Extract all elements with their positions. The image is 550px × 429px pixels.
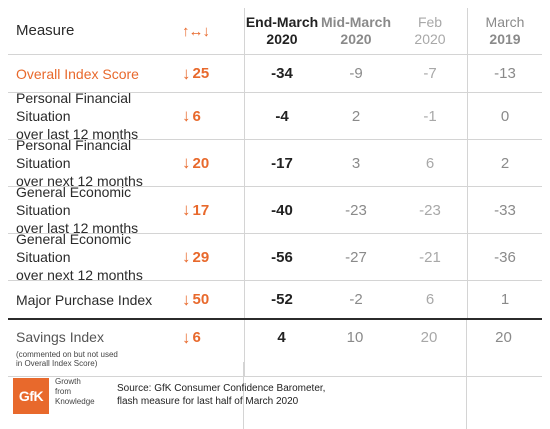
arrow-down-icon: ↓ — [182, 289, 191, 309]
row-change: ↓ 17 — [182, 200, 210, 219]
header-measure: Measure — [16, 22, 75, 39]
row-measure: Major Purchase Index — [16, 291, 153, 308]
row-end-march: -40 — [244, 187, 319, 233]
row-change: ↓ 25 — [182, 63, 210, 83]
source-note: Source: GfK Consumer Confidence Baromete… — [117, 383, 326, 407]
row-end-march: 4 — [244, 320, 318, 376]
arrow-down-icon: ↓ — [182, 247, 191, 266]
row-march-2019: -33 — [467, 187, 542, 233]
row-change: ↓ 29 — [182, 247, 210, 266]
table-row: Personal Financial Situation over last 12… — [8, 90, 542, 142]
row-mid-march: -23 — [345, 201, 367, 219]
savings-note: (commented on but not used in Overall Ind… — [16, 350, 118, 368]
row-feb: 6 — [425, 291, 435, 308]
row-change: ↓ 20 — [182, 153, 210, 172]
row-march-2019: 1 — [467, 281, 542, 318]
table-row: Overall Index Score ↓ 25 -34 -9 -7 -13 — [8, 55, 542, 93]
header-feb: Feb 2020 — [414, 14, 446, 47]
arrow-down-icon: ↓ — [182, 200, 191, 219]
header-mid-march: Mid-March 2020 — [321, 14, 391, 47]
row-end-march: -56 — [244, 234, 319, 280]
row-change: ↓ 6 — [182, 106, 201, 125]
row-feb: 6 — [425, 154, 435, 172]
header-end-march: End-March 2020 — [244, 8, 319, 54]
row-feb: -21 — [419, 248, 441, 266]
row-march-2019: 0 — [467, 93, 542, 139]
row-measure: General Economic Situation over next 12 m… — [16, 231, 143, 283]
column-divider — [466, 362, 467, 429]
row-feb: -1 — [423, 107, 437, 125]
arrow-down-icon: ↓ — [182, 153, 191, 172]
row-change: ↓ 6 — [182, 327, 201, 347]
arrow-down-icon: ↓ — [182, 327, 191, 347]
table-row: Major Purchase Index ↓ 50 -52 -2 6 1 — [8, 281, 542, 320]
row-measure: Overall Index Score — [16, 65, 139, 82]
row-march-2019: -13 — [467, 55, 542, 92]
row-end-march: -52 — [244, 281, 319, 318]
row-mid-march: -9 — [349, 65, 363, 82]
change-arrows-icon: ↑↔↓ — [182, 22, 210, 40]
row-march-2019: 20 — [466, 320, 540, 376]
table-header: Measure ↑↔↓ End-March 2020 Mid-March 2020 … — [8, 8, 542, 55]
row-mid-march: -2 — [349, 291, 363, 308]
row-measure: General Economic Situation over last 12 m… — [16, 184, 139, 236]
confidence-table: Measure ↑↔↓ End-March 2020 Mid-March 2020 … — [8, 8, 542, 377]
row-mid-march: -27 — [345, 248, 367, 266]
row-march-2019: 2 — [467, 140, 542, 186]
row-end-march: -34 — [244, 55, 319, 92]
row-feb: 20 — [420, 329, 438, 346]
row-feb: -23 — [419, 201, 441, 219]
row-measure: Personal Financial Situation over last 12… — [16, 90, 139, 142]
row-end-march: -4 — [244, 93, 319, 139]
arrow-down-icon: ↓ — [182, 106, 191, 125]
row-mid-march: 2 — [351, 107, 361, 125]
row-mid-march: 10 — [346, 329, 364, 346]
arrow-down-icon: ↓ — [182, 63, 191, 83]
row-end-march: -17 — [244, 140, 319, 186]
row-feb: -7 — [423, 65, 437, 82]
header-change: ↑↔↓ — [182, 23, 244, 40]
column-divider — [243, 362, 244, 429]
gfk-logo: GfK — [13, 378, 49, 414]
table-row: General Economic Situation over last 12 m… — [8, 184, 542, 236]
table-row-savings: Savings Index (commented on but not used… — [8, 320, 542, 377]
row-mid-march: 3 — [351, 154, 361, 172]
row-measure: Savings Index (commented on but not used… — [8, 320, 182, 368]
table-row: General Economic Situation over next 12 m… — [8, 231, 542, 283]
table-row: Personal Financial Situation over next 12… — [8, 137, 542, 189]
row-measure: Personal Financial Situation over next 12… — [16, 137, 143, 189]
row-march-2019: -36 — [467, 234, 542, 280]
header-march-2019: March 2019 — [467, 8, 542, 54]
row-change: ↓ 50 — [182, 289, 210, 309]
footer: GfK Growth from Knowledge Source: GfK Co… — [0, 372, 550, 429]
logo-tagline: Growth from Knowledge — [55, 377, 95, 406]
